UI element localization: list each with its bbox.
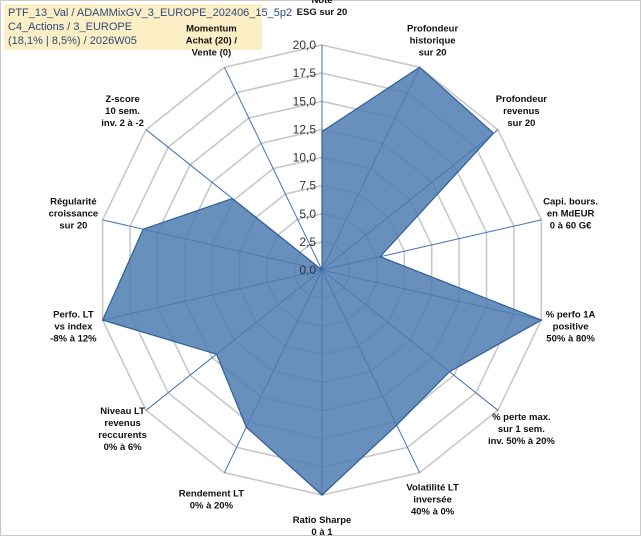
axis-label-line: 40% à 0% xyxy=(411,507,455,518)
axis-label-line: Régularité xyxy=(50,196,96,207)
axis-label-line: -8% à 12% xyxy=(50,334,97,345)
tick-label: 5,0 xyxy=(299,207,316,221)
tick-label: 12,5 xyxy=(293,122,317,136)
axis-label-line: historique xyxy=(410,35,456,46)
axis-label-line: sur 20 xyxy=(419,47,447,58)
axis-label-line: 10 sem. xyxy=(105,106,140,117)
tick-label: 10,0 xyxy=(293,151,317,165)
axis-label-line: positive xyxy=(553,322,589,333)
axis-label-line: Achat (20) / xyxy=(186,35,238,46)
spoke-14 xyxy=(223,67,323,271)
axis-label-line: Rendement LT xyxy=(179,489,244,500)
axis-label-line: inv. 2 à -2 xyxy=(101,118,144,129)
tick-label: 2,5 xyxy=(299,235,316,249)
axis-label-line: reccurents xyxy=(98,430,147,441)
axis-label-line: revenus xyxy=(104,418,140,429)
axis-label-line: % perte max. xyxy=(492,412,551,423)
axis-label-line: revenus xyxy=(503,106,539,117)
axis-label-line: Niveau LT xyxy=(100,406,145,417)
axis-label-line: croissance xyxy=(49,208,99,219)
axis-label-6: % perte max.sur 1 sem.inv. 50% à 20% xyxy=(488,412,555,447)
axis-label-line: Volatilité LT xyxy=(406,483,459,494)
axis-label-line: 0% à 6% xyxy=(104,442,143,453)
info-line-2: C4_Actions / 3_EUROPE xyxy=(8,21,133,33)
axis-label-line: ESG sur 20 xyxy=(297,7,348,18)
axis-label-line: sur 20 xyxy=(59,220,87,231)
radar-tick-labels: 0,0 2,5 5,0 7,5 10,0 12,5 15,0 17,5 20,0 xyxy=(293,38,317,277)
axis-label-line: sur 20 xyxy=(507,118,535,129)
axis-label-line: Ratio Sharpe xyxy=(293,515,352,526)
info-line-1: PTF_13_Val / ADAMMixGV_3_EUROPE_202406_1… xyxy=(8,7,293,19)
axis-label-line: 0 à 1 xyxy=(311,527,333,536)
axis-label-line: Perfo. LT xyxy=(53,310,94,321)
tick-label: 20,0 xyxy=(293,38,317,52)
axis-label-9: Rendement LT0% à 20% xyxy=(179,489,244,512)
axis-label-line: Profondeur xyxy=(407,23,458,34)
axis-label-line: inversée xyxy=(413,495,452,506)
series-area xyxy=(101,66,543,496)
chart-info-box: PTF_13_Val / ADAMMixGV_3_EUROPE_202406_1… xyxy=(4,4,293,50)
axis-label-line: Note xyxy=(311,0,332,6)
axis-label-line: 0% à 20% xyxy=(190,501,234,512)
axis-label-line: Capi. bours. xyxy=(543,196,598,207)
axis-label-line: Vente (0) xyxy=(192,47,232,58)
axis-label-line: vs index xyxy=(54,322,93,333)
axis-label-line: Profondeur xyxy=(496,94,547,105)
tick-label: 0,0 xyxy=(299,263,316,277)
axis-label-line: sur 1 sem. xyxy=(498,424,545,435)
radar-series xyxy=(101,66,543,496)
axis-label-line: % perfo 1A xyxy=(546,310,596,321)
tick-label: 7,5 xyxy=(299,179,316,193)
info-line-3: (18,1% | 8,5%) / 2026W05 xyxy=(8,35,137,47)
axis-label-line: en MdEUR xyxy=(547,208,595,219)
axis-label-line: 0 à 60 G€ xyxy=(550,220,592,231)
axis-label-line: Z-score xyxy=(105,94,139,105)
tick-label: 15,0 xyxy=(293,94,317,108)
axis-label-line: Momentum xyxy=(186,23,237,34)
axis-label-line: inv. 50% à 20% xyxy=(488,436,555,447)
tick-label: 17,5 xyxy=(293,66,317,80)
axis-label-line: 50% à 80% xyxy=(546,334,595,345)
